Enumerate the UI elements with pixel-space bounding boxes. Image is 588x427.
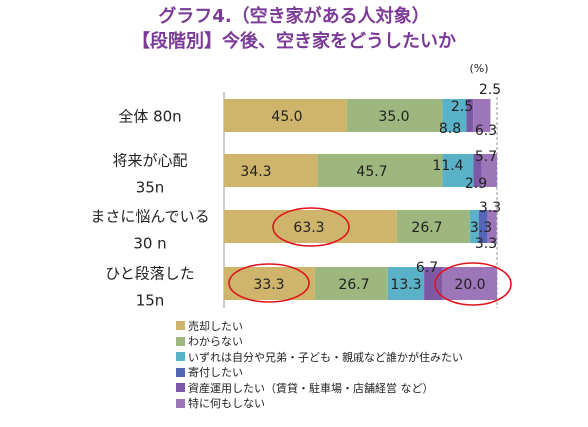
bar-segment	[224, 154, 318, 187]
data-label: 45.7	[356, 164, 387, 180]
category-label: まさに悩んでいる	[90, 208, 209, 226]
data-label: 2.9	[465, 176, 487, 192]
legend-item: 資産運用したい（賃貸・駐車場・店舗経営 など）	[176, 380, 463, 396]
legend-label: 売却したい	[188, 319, 243, 333]
legend-label: 寄付したい	[188, 366, 243, 380]
bar-segment	[478, 210, 488, 243]
bar-segment	[387, 267, 425, 300]
data-label: 3.3	[475, 236, 497, 252]
data-label: 35.0	[378, 109, 409, 125]
chart-title: グラフ4.（空き家がある人対象）	[158, 6, 430, 27]
data-label: 3.3	[479, 200, 501, 216]
bar-segment	[224, 99, 347, 132]
legend-label: 特に何もしない	[188, 397, 265, 411]
bar-segment	[442, 99, 467, 132]
bar-segment	[469, 210, 479, 243]
bar-segment	[346, 99, 443, 132]
bar-segment	[224, 210, 397, 243]
data-label: 11.4	[432, 158, 463, 174]
data-label: 20.0	[454, 277, 485, 293]
legend-swatch	[176, 367, 185, 377]
unit-label: (%)	[469, 62, 488, 75]
chart-subtitle: 【段階別】今後、空き家をどうしたいか	[132, 31, 456, 52]
category-label: 35n	[136, 179, 165, 197]
data-label: 45.0	[271, 109, 302, 125]
bar-segment	[396, 210, 470, 243]
category-label: 15n	[136, 292, 165, 310]
category-label: 将来が心配	[112, 152, 187, 170]
legend-swatch	[176, 321, 185, 331]
data-label: 6.7	[416, 260, 438, 276]
bar-segment	[466, 99, 474, 132]
bar-segment	[473, 154, 482, 187]
data-label: 26.7	[338, 277, 369, 293]
data-label: 26.7	[411, 220, 442, 236]
legend-swatch	[176, 383, 185, 393]
data-label: 2.5	[451, 99, 473, 115]
legend-label: 資産運用したい（賃貸・駐車場・店舗経営 など）	[188, 381, 434, 395]
chart-legend: 売却したいわからない いずれは自分や兄弟・子ども・親戚など誰かが住みたい 寄付したい…	[176, 318, 463, 411]
legend-swatch	[176, 352, 185, 362]
bar-segment	[487, 210, 497, 243]
legend-item: わからない	[176, 334, 463, 350]
category-label: 全体 80n	[118, 108, 181, 126]
category-label: ひと段落した	[105, 265, 195, 283]
highlight-ellipse	[228, 263, 310, 303]
bar-segment	[317, 154, 443, 187]
highlight-ellipse	[434, 262, 512, 306]
data-label: 2.5	[479, 82, 501, 98]
legend-item: 特に何もしない	[176, 396, 463, 412]
data-label: 5.7	[475, 149, 497, 165]
legend-label: わからない	[188, 335, 243, 349]
legend-swatch	[176, 336, 185, 346]
data-label: 63.3	[293, 220, 324, 236]
bar-segment	[314, 267, 388, 300]
legend-item: 売却したい	[176, 318, 463, 334]
legend-item: いずれは自分や兄弟・子ども・親戚など誰かが住みたい	[176, 349, 463, 365]
data-label: 33.3	[253, 277, 284, 293]
data-label: 8.8	[439, 121, 461, 137]
stacked-bar-chart: (%) 全体 80n 将来が心配 35n まさに悩んでいる 30 n ひと段落した 15n 45…	[90, 62, 512, 310]
data-label: 13.3	[390, 277, 421, 293]
legend-item: 寄付したい	[176, 365, 463, 381]
bar-segment	[473, 99, 491, 132]
bar-segment	[442, 267, 497, 300]
data-label: 34.3	[240, 164, 271, 180]
category-label: 30 n	[133, 235, 166, 253]
legend-swatch	[176, 398, 185, 408]
data-label: 3.3	[470, 220, 492, 236]
highlight-ellipse	[272, 207, 350, 247]
legend-label: いずれは自分や兄弟・子ども・親戚など誰かが住みたい	[188, 350, 463, 364]
bar-segment	[442, 154, 474, 187]
bar-segment	[481, 154, 497, 187]
data-label: 6.3	[475, 123, 497, 139]
